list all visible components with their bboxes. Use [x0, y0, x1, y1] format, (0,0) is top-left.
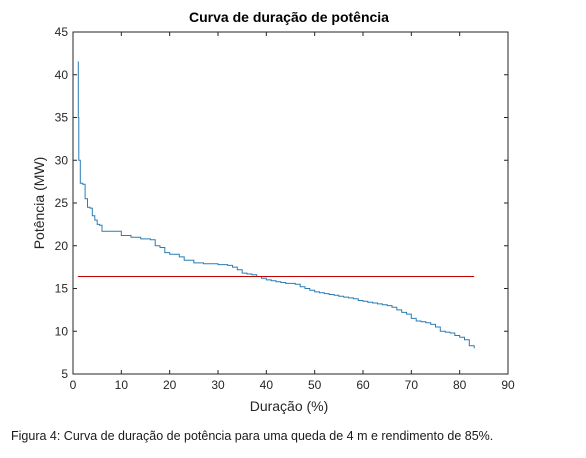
x-tick-label: 60 [356, 378, 370, 392]
y-tick-label: 20 [55, 239, 69, 253]
x-axis-label: Duração (%) [250, 398, 329, 414]
x-tick-label: 40 [260, 378, 274, 392]
y-axis-ticks: 5 10 15 20 25 30 35 40 45 [55, 25, 508, 381]
x-tick-label: 90 [501, 378, 515, 392]
y-tick-label: 25 [55, 196, 69, 210]
x-tick-label: 10 [115, 378, 129, 392]
y-tick-label: 5 [61, 367, 68, 381]
x-tick-label: 0 [70, 378, 77, 392]
y-tick-label: 10 [55, 324, 69, 338]
x-tick-label: 20 [163, 378, 177, 392]
x-tick-label: 70 [405, 378, 419, 392]
y-tick-label: 15 [55, 282, 69, 296]
x-tick-label: 50 [308, 378, 322, 392]
y-tick-label: 35 [55, 111, 69, 125]
power-duration-curve [77, 61, 475, 349]
x-axis-ticks: 0 10 20 30 40 50 60 70 80 90 [70, 32, 515, 392]
plot-area [72, 31, 509, 375]
axes-frame [72, 31, 509, 375]
figure-caption: Figura 4: Curva de duração de potência p… [11, 429, 494, 443]
x-tick-label: 80 [453, 378, 467, 392]
y-tick-label: 40 [55, 68, 69, 82]
y-tick-label: 30 [55, 153, 69, 167]
x-tick-label: 30 [211, 378, 225, 392]
y-axis-label: Potência (MW) [31, 157, 47, 250]
y-tick-label: 45 [55, 25, 69, 39]
power-duration-chart: Curva de duração de potência 0 10 20 30 40 50… [31, 9, 515, 414]
chart-title: Curva de duração de potência [189, 9, 389, 25]
